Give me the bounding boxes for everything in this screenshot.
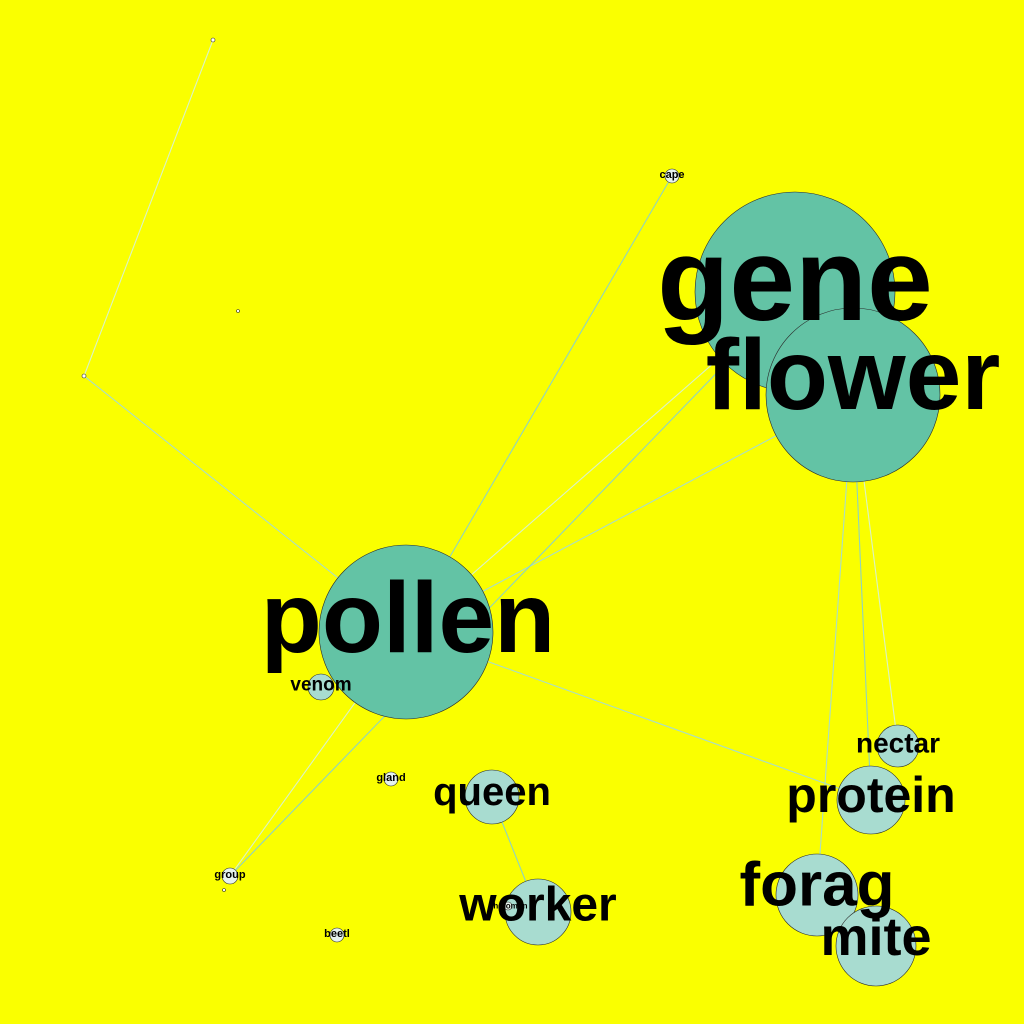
node-label-flower: flower (706, 319, 1000, 431)
edge-gene-group (229, 291, 796, 877)
node-flower[interactable] (765, 307, 941, 483)
edge-cape-pollen (405, 175, 673, 633)
node-t1[interactable] (210, 37, 216, 43)
node-mite[interactable] (835, 905, 917, 987)
node-label-pheromon: pheromon (488, 902, 527, 911)
node-label-nectar: nectar (856, 728, 940, 759)
node-pollen[interactable] (318, 544, 494, 720)
node-t2[interactable] (81, 373, 87, 379)
node-venom[interactable] (307, 673, 335, 701)
node-label-cape: cape (659, 169, 684, 181)
node-t3[interactable] (236, 309, 240, 313)
node-group[interactable] (221, 867, 239, 885)
node-forag[interactable] (775, 853, 859, 937)
node-t4[interactable] (222, 888, 226, 892)
node-label-pollen: pollen (261, 562, 555, 674)
node-label-beetl: beetl (324, 928, 350, 940)
edge-t1-t2 (83, 39, 214, 377)
node-label-worker: worker (458, 879, 616, 932)
node-cape[interactable] (664, 168, 680, 184)
node-pheromon[interactable] (503, 901, 513, 911)
node-layer (81, 37, 941, 987)
node-label-protein: protein (786, 767, 955, 823)
node-label-group: group (214, 869, 245, 881)
node-label-venom: venom (290, 675, 351, 696)
node-nectar[interactable] (876, 724, 920, 768)
node-label-forag: forag (740, 851, 895, 920)
node-label-mite: mite (820, 907, 931, 967)
node-worker[interactable] (504, 878, 572, 946)
node-gland[interactable] (383, 771, 399, 787)
node-label-gene: gene (657, 214, 932, 346)
node-label-gland: gland (376, 772, 405, 784)
node-protein[interactable] (836, 765, 906, 835)
node-beetl[interactable] (329, 927, 345, 943)
node-queen[interactable] (464, 769, 520, 825)
node-label-queen: queen (433, 770, 551, 814)
